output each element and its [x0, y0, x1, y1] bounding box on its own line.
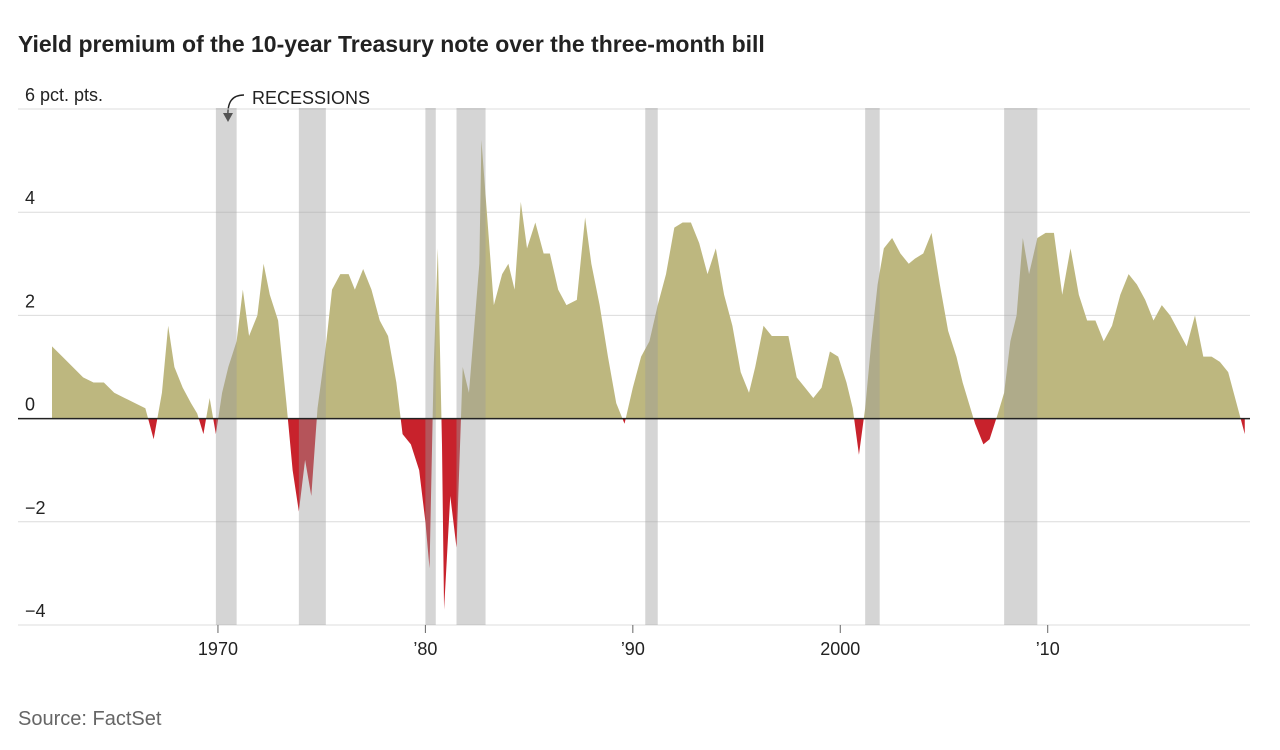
x-tick-label: ’80 — [413, 639, 437, 659]
area — [52, 139, 1245, 610]
recession-band — [425, 108, 436, 625]
x-tick-label: ’10 — [1036, 639, 1060, 659]
annotation: RECESSIONS — [252, 88, 370, 108]
annotation-arrowhead — [223, 113, 233, 122]
y-tick-label: 4 — [25, 188, 35, 208]
y-tick-label: 6 pct. pts. — [25, 85, 103, 105]
x-tick-label: ’90 — [621, 639, 645, 659]
y-tick-label: 2 — [25, 291, 35, 311]
x-tick-label: 1970 — [198, 639, 238, 659]
recession-band — [645, 108, 658, 625]
x-tick-label: 2000 — [820, 639, 860, 659]
recession-band — [215, 108, 237, 625]
chart-title: Yield premium of the 10-year Treasury no… — [18, 31, 765, 57]
recession-band — [298, 108, 326, 625]
y-tick-label: −4 — [25, 601, 46, 621]
y-tick-label: 0 — [25, 395, 35, 415]
y-tick-label: −2 — [25, 498, 46, 518]
source: Source: FactSet — [18, 708, 162, 730]
recession-band — [456, 108, 486, 625]
recession-band — [1004, 108, 1038, 625]
recession-band — [865, 108, 880, 625]
